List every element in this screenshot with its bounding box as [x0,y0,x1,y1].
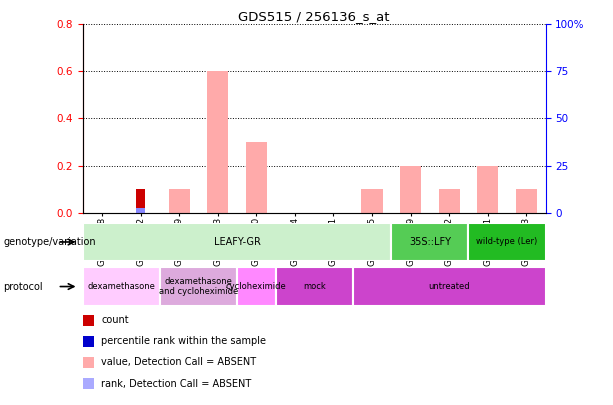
Bar [83,223,391,261]
Bar [83,267,160,306]
Text: dexamethasone: dexamethasone [88,282,155,291]
Bar [468,223,546,261]
Bar [477,166,498,213]
Text: rank, Detection Call = ABSENT: rank, Detection Call = ABSENT [101,379,251,388]
Bar [391,223,468,261]
Bar [516,189,537,213]
Text: mock: mock [303,282,326,291]
Text: dexamethasone
and cycloheximide: dexamethasone and cycloheximide [159,277,238,296]
Title: GDS515 / 256136_s_at: GDS515 / 256136_s_at [238,10,390,23]
Bar [136,208,145,213]
Bar [276,267,352,306]
Text: untreated: untreated [428,282,470,291]
Bar [362,189,383,213]
Bar [246,142,267,213]
Text: count: count [101,315,129,325]
Bar [352,267,546,306]
Text: cycloheximide: cycloheximide [226,282,287,291]
Bar [160,267,237,306]
Bar [169,189,190,213]
Bar [237,267,276,306]
Text: protocol: protocol [3,281,43,292]
Bar [207,71,229,213]
Bar [136,189,145,213]
Text: percentile rank within the sample: percentile rank within the sample [101,337,266,346]
Text: 35S::LFY: 35S::LFY [409,237,451,247]
Bar [400,166,421,213]
Text: LEAFY-GR: LEAFY-GR [213,237,261,247]
Bar [438,189,460,213]
Text: value, Detection Call = ABSENT: value, Detection Call = ABSENT [101,358,256,367]
Text: genotype/variation: genotype/variation [3,237,96,247]
Text: wild-type (Ler): wild-type (Ler) [476,237,538,247]
